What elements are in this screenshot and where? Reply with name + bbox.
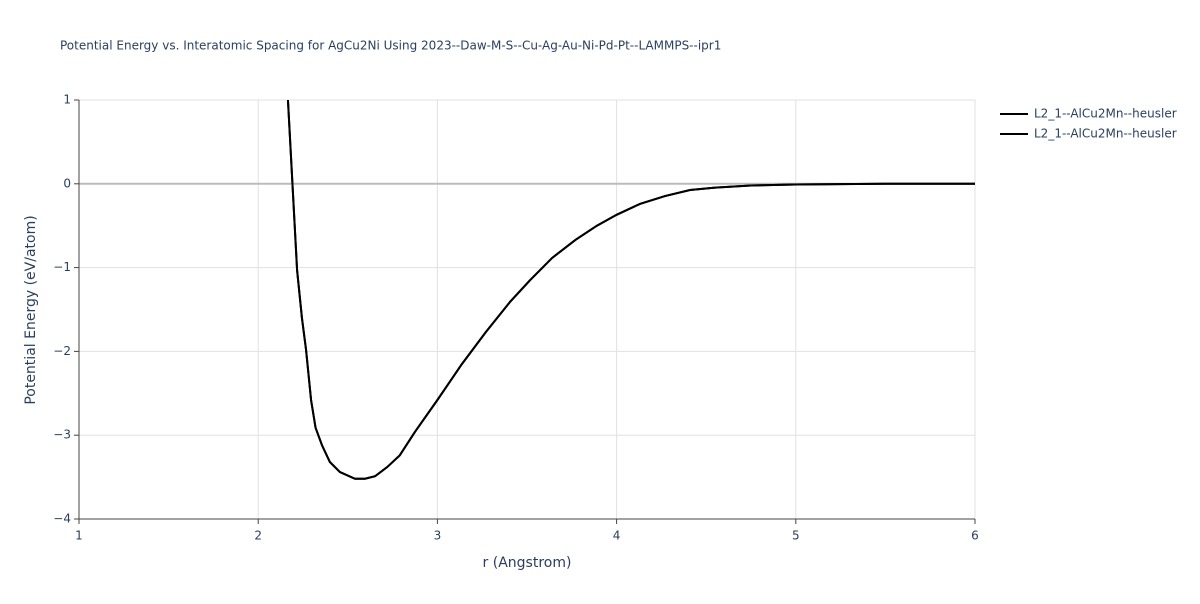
legend-label: L2_1--AlCu2Mn--heusler [1034,127,1177,141]
x-axis-label: r (Angstrom) [483,555,572,571]
y-tick-label: 1 [63,93,71,107]
line-series [286,100,975,480]
x-tick-label: 4 [613,529,621,543]
chart-title: Potential Energy vs. Interatomic Spacing… [60,39,721,53]
x-tick-label: 2 [254,529,262,543]
y-tick-label: −4 [53,512,71,526]
legend-label: L2_1--AlCu2Mn--heusler [1034,107,1177,121]
y-tick-label: −2 [53,344,71,358]
y-axis-label: Potential Energy (eV/atom) [23,215,39,404]
y-tick-label: −1 [53,260,71,274]
x-tick-label: 6 [971,529,979,543]
x-tick-label: 3 [434,529,442,543]
x-tick-label: 5 [792,529,800,543]
line-series [286,100,975,480]
y-tick-label: 0 [63,176,71,190]
y-tick-label: −3 [53,428,71,442]
x-tick-label: 1 [75,529,83,543]
